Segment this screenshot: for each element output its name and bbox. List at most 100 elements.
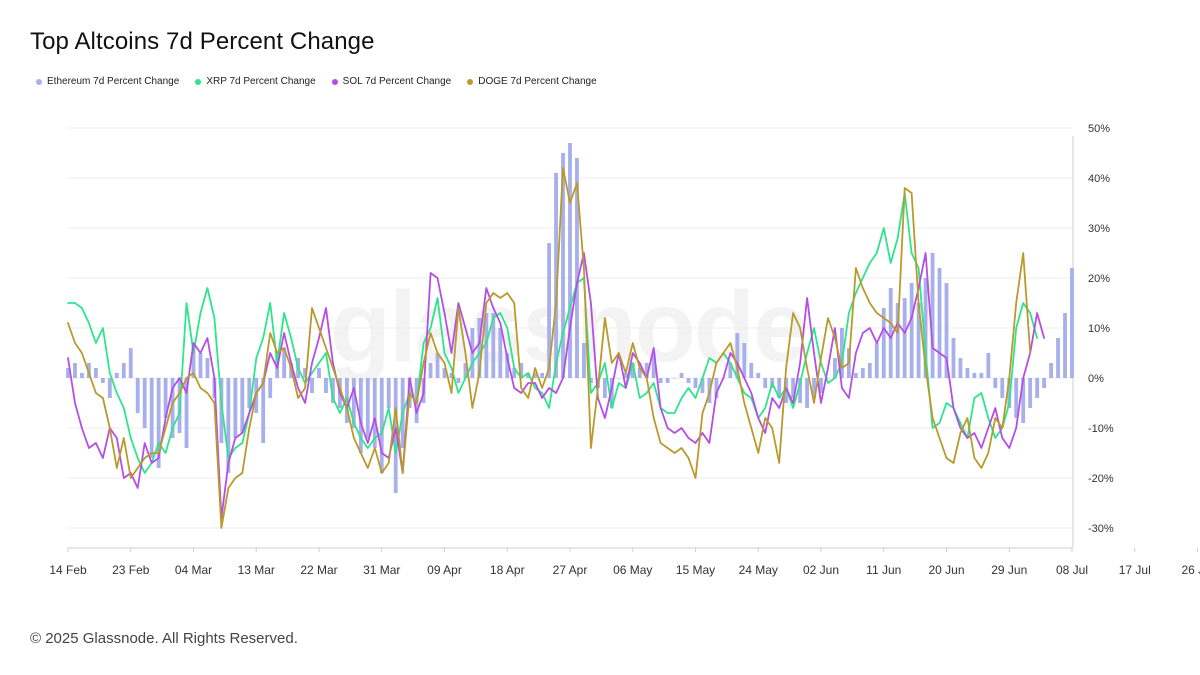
x-tick-label: 26 Jul [1181,563,1200,577]
y-tick-label: 40% [1088,173,1110,185]
ethereum-bar [658,378,663,383]
ethereum-bar [714,378,719,398]
x-tick-label: 20 Jun [928,563,964,577]
ethereum-bar [331,378,335,403]
ethereum-bar [554,173,558,378]
ethereum-bar [163,378,168,418]
ethereum-bar [833,358,837,378]
ethereum-bar [937,268,942,378]
ethereum-bar [972,373,977,378]
ethereum-bar [582,343,586,378]
ethereum-bar [442,368,447,378]
ethereum-bar [923,278,928,378]
y-tick-label: -10% [1088,423,1114,435]
ethereum-bar [268,378,273,398]
x-tick-label: 15 May [676,563,715,577]
ethereum-bar [93,368,98,378]
x-tick-label: 23 Feb [112,563,150,577]
legend-label-xrp: XRP 7d Percent Change [206,76,316,87]
y-tick-label: 30% [1088,223,1110,235]
ethereum-bar [191,343,196,378]
ethereum-bar [142,378,147,428]
ethereum-bar [1070,268,1074,378]
ethereum-bar [735,333,740,378]
x-tick-label: 29 Jun [991,563,1027,577]
ethereum-bar [902,298,907,378]
ethereum-bar [568,143,572,378]
ethereum-bar [958,358,963,378]
ethereum-bar [623,373,628,378]
ethereum-bar [310,378,314,393]
ethereum-bar [526,373,531,378]
ethereum-bar [484,313,489,378]
x-tick-label: 14 Feb [49,563,87,577]
x-tick-label: 06 May [613,563,652,577]
ethereum-bar [261,378,266,443]
ethereum-bar [672,378,677,379]
legend-label-ethereum: Ethereum 7d Percent Change [47,76,180,87]
legend-swatch-xrp [195,78,202,85]
ethereum-bar [637,368,642,378]
ethereum-bar [170,378,175,438]
x-tick-label: 27 Apr [553,563,588,577]
ethereum-bar [219,378,224,443]
ethereum-bar [575,158,579,378]
ethereum-bar [930,253,935,378]
ethereum-bar [756,373,761,378]
x-tick-label: 04 Mar [175,563,212,577]
chart-title: Top Altcoins 7d Percent Change [30,28,375,55]
ethereum-bar [693,378,698,388]
ethereum-bar [358,378,363,453]
ethereum-bar [979,373,984,378]
x-tick-label: 24 May [739,563,778,577]
sol-line [67,252,1045,519]
y-tick-label: 0% [1088,373,1104,385]
ethereum-bar [644,363,649,378]
ethereum-bar [1049,363,1054,378]
ethereum-bar [121,363,126,378]
ethereum-bar [874,343,879,378]
ethereum-bar [651,353,656,378]
ethereum-bar [428,363,433,378]
x-tick-label: 02 Jun [803,563,839,577]
y-tick-label: -30% [1088,523,1114,535]
ethereum-bar [463,363,468,378]
ethereum-bar [839,328,844,378]
ethereum-bar [609,378,614,408]
ethereum-bar [777,378,782,398]
ethereum-bar [226,378,231,473]
ethereum-bar [1021,378,1026,423]
y-tick-label: 20% [1088,273,1110,285]
x-tick-label: 09 Apr [427,563,462,577]
ethereum-bar [1035,378,1040,398]
ethereum-bar [686,378,691,383]
ethereum-bar [533,373,538,378]
ethereum-bar [240,378,245,433]
ethereum-bar [80,373,84,378]
x-tick-label: 18 Apr [490,563,525,577]
legend-swatch-doge [467,78,474,85]
ethereum-bar [547,243,552,378]
ethereum-bar [819,378,823,393]
ethereum-bar [247,378,252,408]
legend-label-sol: SOL 7d Percent Change [342,76,452,87]
y-tick-label: -20% [1088,473,1114,485]
ethereum-bar [491,313,496,378]
chart-legend: Ethereum 7d Percent Change XRP 7d Percen… [36,76,597,87]
legend-item-xrp[interactable]: XRP 7d Percent Change [195,76,316,87]
legend-item-ethereum[interactable]: Ethereum 7d Percent Change [36,76,179,87]
ethereum-bar [519,363,524,378]
ethereum-bar [505,353,510,378]
ethereum-bar [512,368,517,378]
ethereum-bar [114,373,119,378]
ethereum-bar [665,378,670,383]
ethereum-bar [477,318,482,378]
legend-item-doge[interactable]: DOGE 7d Percent Change [467,76,597,87]
ethereum-bar [1056,338,1060,378]
ethereum-bar [205,358,210,378]
ethereum-bar [965,368,970,378]
ethereum-bar [135,378,140,413]
legend-item-sol[interactable]: SOL 7d Percent Change [331,76,452,87]
copyright-notice: © 2025 Glassnode. All Rights Reserved. [30,630,298,647]
